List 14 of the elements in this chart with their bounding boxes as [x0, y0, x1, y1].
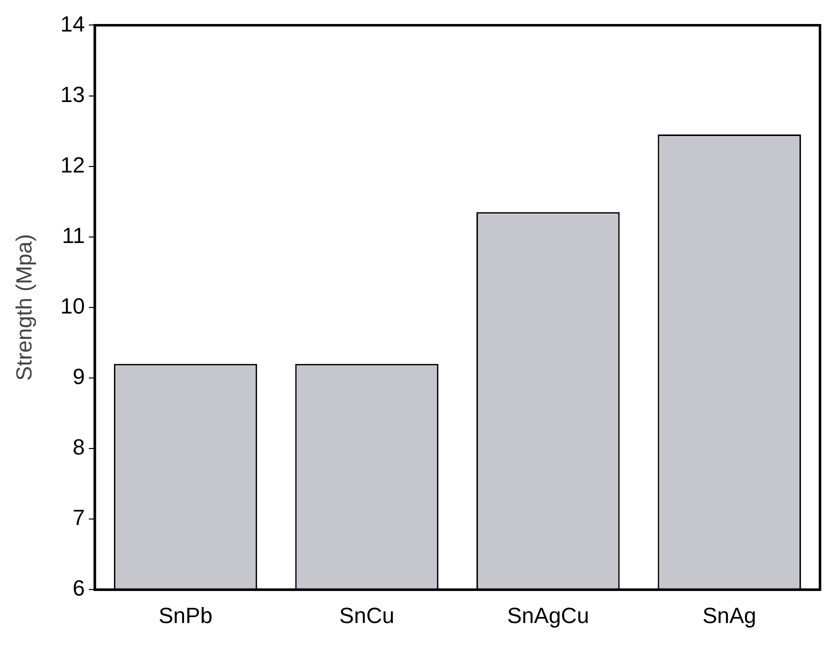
- x-tick-label: SnAgCu: [507, 602, 590, 628]
- x-tick-label: SnPb: [158, 602, 212, 628]
- x-tick-label: SnCu: [339, 602, 394, 628]
- y-tick-label: 9: [72, 364, 85, 390]
- y-axis-title: Strength (Mpa): [11, 234, 36, 381]
- y-tick-label: 14: [60, 11, 85, 36]
- y-tick-label: 10: [60, 293, 85, 318]
- y-tick-label: 8: [72, 434, 85, 460]
- y-tick-label: 11: [62, 222, 85, 248]
- y-tick-label: 6: [72, 576, 85, 601]
- x-tick-label: SnAg: [702, 602, 756, 628]
- y-tick-label: 12: [60, 152, 85, 178]
- y-tick-label: 13: [60, 82, 85, 107]
- y-tick-label: 7: [72, 505, 85, 530]
